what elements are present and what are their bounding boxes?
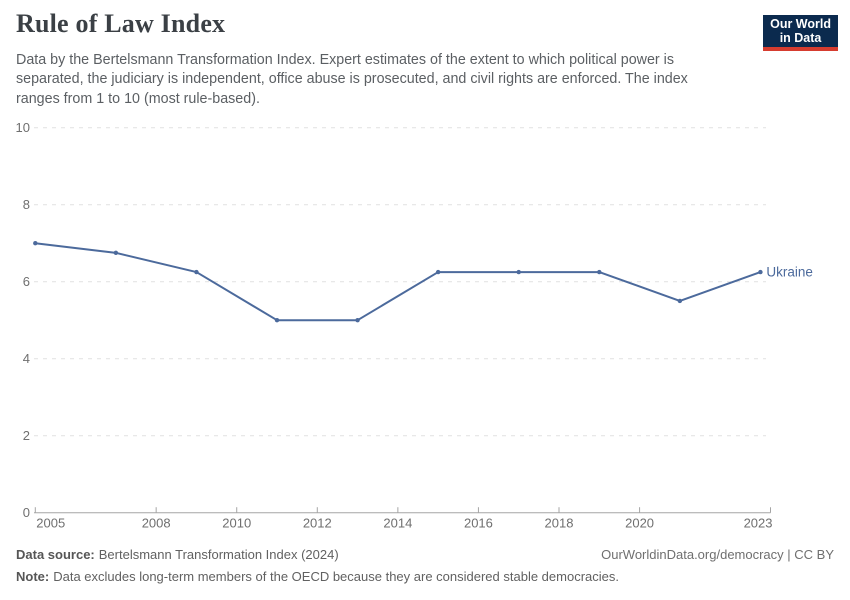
data-point[interactable]	[677, 298, 683, 304]
y-tick-label: 6	[23, 274, 30, 289]
owid-logo[interactable]: Our World in Data	[763, 15, 838, 51]
data-point[interactable]	[194, 269, 199, 275]
data-point[interactable]	[33, 241, 38, 246]
chart-footer: Data source: Bertelsmann Transformation I…	[16, 547, 834, 585]
x-tick-label: 2008	[142, 516, 171, 531]
data-point[interactable]	[113, 250, 119, 256]
y-tick-label: 4	[23, 351, 30, 366]
chart-note-value: Data excludes long-term members of the O…	[53, 569, 619, 584]
line-series[interactable]	[34, 242, 762, 322]
x-tick-label: 2014	[383, 516, 412, 531]
chart-note-label: Note:	[16, 569, 50, 584]
x-tick-label: 2010	[222, 516, 251, 531]
owid-logo-line2: in Data	[779, 31, 822, 45]
x-tick-label: 2005	[36, 516, 65, 531]
y-tick-label: 0	[23, 505, 30, 520]
data-point[interactable]	[274, 318, 280, 323]
data-source-label: Data source:	[16, 547, 95, 562]
page-title: Rule of Law Index	[16, 9, 226, 38]
x-tick-label: 2018	[545, 516, 574, 531]
owid-logo-line1: Our World	[770, 17, 831, 31]
chart-subtitle: Data by the Bertelsmann Transformation I…	[16, 52, 688, 107]
data-point[interactable]	[355, 318, 360, 323]
x-tick-label: 2012	[303, 516, 332, 531]
x-tick-label: 2020	[625, 516, 654, 531]
y-tick-label: 10	[16, 120, 30, 135]
y-tick-label: 2	[23, 428, 30, 443]
data-source: Data source: Bertelsmann Transformation I…	[16, 547, 339, 563]
data-point[interactable]	[435, 269, 441, 275]
y-tick-label: 8	[23, 197, 30, 212]
data-point[interactable]	[597, 269, 602, 275]
data-point[interactable]	[516, 269, 521, 275]
x-tick-label: 2023	[744, 516, 773, 531]
x-tick-label: 2016	[464, 516, 493, 531]
data-point[interactable]	[758, 269, 763, 275]
chart-note: Note: Data excludes long-term members of …	[16, 569, 834, 585]
data-source-value: Bertelsmann Transformation Index (2024)	[98, 547, 339, 562]
series-end-label[interactable]: Ukraine	[766, 265, 813, 280]
footer-link[interactable]: OurWorldinData.org/democracy | CC BY	[601, 547, 834, 562]
